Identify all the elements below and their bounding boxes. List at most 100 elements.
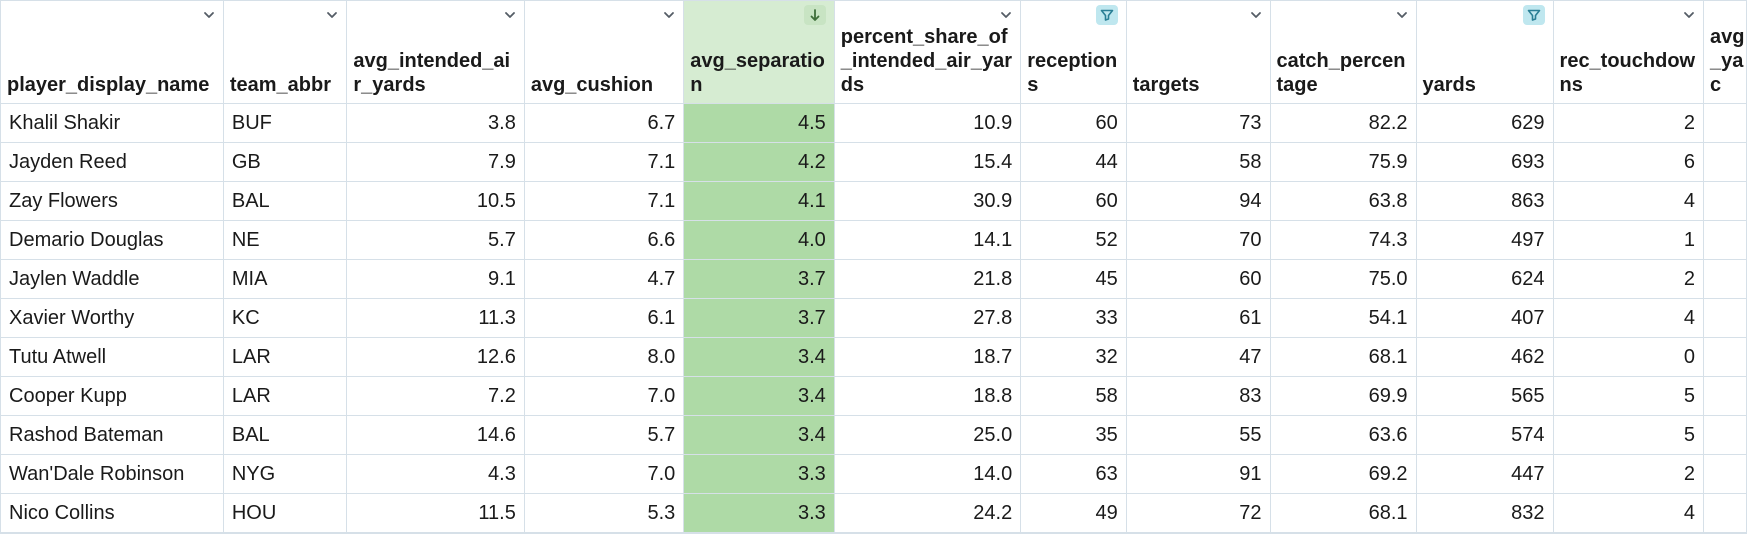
cell-player_display_name: Zay Flowers [1, 182, 223, 221]
column-header-player_display_name[interactable]: player_display_name [1, 1, 223, 104]
cell-catch_percentage: 74.3 [1270, 221, 1416, 260]
cell-avg_cushion: 5.7 [524, 416, 683, 455]
cell-percent_share_of_intended_air_yards: 30.9 [834, 182, 1020, 221]
table-row[interactable]: Jayden ReedGB7.97.14.215.4445875.96936 [1, 143, 1747, 182]
cell-avg_intended_air_yards: 14.6 [347, 416, 524, 455]
cell-team_abbr: MIA [223, 260, 347, 299]
table-row[interactable]: Wan'Dale RobinsonNYG4.37.03.314.0639169.… [1, 455, 1747, 494]
cell-rec_touchdowns: 1 [1553, 221, 1703, 260]
cell-avg_separation: 3.3 [684, 494, 834, 533]
cell-team_abbr: LAR [223, 377, 347, 416]
column-header-receptions[interactable]: receptions [1021, 1, 1127, 104]
column-header-yards[interactable]: yards [1416, 1, 1553, 104]
table-row[interactable]: Demario DouglasNE5.76.64.014.1527074.349… [1, 221, 1747, 260]
cell-catch_percentage: 54.1 [1270, 299, 1416, 338]
cell-avg_intended_air_yards: 7.2 [347, 377, 524, 416]
cell-avg_separation: 3.3 [684, 455, 834, 494]
cell-player_display_name: Rashod Bateman [1, 416, 223, 455]
cell-avg_yac [1704, 455, 1747, 494]
cell-receptions: 35 [1021, 416, 1127, 455]
cell-yards: 565 [1416, 377, 1553, 416]
column-header-label: rec_touchdowns [1560, 49, 1697, 97]
table-header-row: player_display_name team_abbr avg_intended… [1, 1, 1747, 104]
chevron-down-icon[interactable] [201, 7, 217, 23]
chevron-down-icon[interactable] [1248, 7, 1264, 23]
table-row[interactable]: Zay FlowersBAL10.57.14.130.9609463.88634 [1, 182, 1747, 221]
cell-percent_share_of_intended_air_yards: 15.4 [834, 143, 1020, 182]
column-header-label: team_abbr [230, 73, 341, 97]
column-header-team_abbr[interactable]: team_abbr [223, 1, 347, 104]
column-header-catch_percentage[interactable]: catch_percentage [1270, 1, 1416, 104]
column-header-avg_cushion[interactable]: avg_cushion [524, 1, 683, 104]
column-header-avg_yac[interactable]: avg_yac [1704, 1, 1747, 104]
cell-avg_cushion: 4.7 [524, 260, 683, 299]
chevron-down-icon[interactable] [1681, 7, 1697, 23]
column-header-targets[interactable]: targets [1126, 1, 1270, 104]
chevron-down-icon[interactable] [661, 7, 677, 23]
cell-catch_percentage: 69.2 [1270, 455, 1416, 494]
cell-avg_cushion: 7.1 [524, 143, 683, 182]
cell-catch_percentage: 63.8 [1270, 182, 1416, 221]
table-row[interactable]: Khalil ShakirBUF3.86.74.510.9607382.2629… [1, 104, 1747, 143]
cell-avg_cushion: 6.7 [524, 104, 683, 143]
table-row[interactable]: Tutu AtwellLAR12.68.03.418.7324768.14620 [1, 338, 1747, 377]
cell-avg_intended_air_yards: 9.1 [347, 260, 524, 299]
table-row[interactable]: Xavier WorthyKC11.36.13.727.8336154.1407… [1, 299, 1747, 338]
cell-targets: 58 [1126, 143, 1270, 182]
column-header-avg_intended_air_yards[interactable]: avg_intended_air_yards [347, 1, 524, 104]
chevron-down-icon[interactable] [998, 7, 1014, 23]
cell-targets: 70 [1126, 221, 1270, 260]
sort-desc-icon[interactable] [804, 5, 826, 25]
chevron-down-icon[interactable] [502, 7, 518, 23]
cell-avg_intended_air_yards: 4.3 [347, 455, 524, 494]
cell-player_display_name: Jaylen Waddle [1, 260, 223, 299]
cell-rec_touchdowns: 6 [1553, 143, 1703, 182]
filter-icon[interactable] [1096, 5, 1118, 25]
cell-catch_percentage: 75.9 [1270, 143, 1416, 182]
table-row[interactable]: Jaylen WaddleMIA9.14.73.721.8456075.0624… [1, 260, 1747, 299]
cell-receptions: 60 [1021, 104, 1127, 143]
column-header-label: avg_intended_air_yards [353, 49, 517, 97]
cell-percent_share_of_intended_air_yards: 27.8 [834, 299, 1020, 338]
column-header-rec_touchdowns[interactable]: rec_touchdowns [1553, 1, 1703, 104]
cell-player_display_name: Wan'Dale Robinson [1, 455, 223, 494]
cell-avg_yac [1704, 182, 1747, 221]
cell-avg_intended_air_yards: 3.8 [347, 104, 524, 143]
cell-receptions: 52 [1021, 221, 1127, 260]
column-header-avg_separation[interactable]: avg_separation [684, 1, 834, 104]
filter-icon[interactable] [1523, 5, 1545, 25]
table-row[interactable]: Nico CollinsHOU11.55.33.324.2497268.1832… [1, 494, 1747, 533]
cell-team_abbr: NYG [223, 455, 347, 494]
chevron-down-icon[interactable] [324, 7, 340, 23]
cell-percent_share_of_intended_air_yards: 18.8 [834, 377, 1020, 416]
cell-player_display_name: Khalil Shakir [1, 104, 223, 143]
cell-rec_touchdowns: 2 [1553, 260, 1703, 299]
cell-receptions: 33 [1021, 299, 1127, 338]
cell-avg_yac [1704, 104, 1747, 143]
cell-avg_separation: 4.2 [684, 143, 834, 182]
cell-percent_share_of_intended_air_yards: 21.8 [834, 260, 1020, 299]
cell-rec_touchdowns: 2 [1553, 104, 1703, 143]
cell-percent_share_of_intended_air_yards: 18.7 [834, 338, 1020, 377]
cell-targets: 94 [1126, 182, 1270, 221]
cell-avg_separation: 4.1 [684, 182, 834, 221]
cell-yards: 447 [1416, 455, 1553, 494]
cell-avg_separation: 3.4 [684, 338, 834, 377]
cell-avg_intended_air_yards: 11.3 [347, 299, 524, 338]
table-row[interactable]: Rashod BatemanBAL14.65.73.425.0355563.65… [1, 416, 1747, 455]
column-header-percent_share_of_intended_air_yards[interactable]: percent_share_of_intended_air_yards [834, 1, 1020, 104]
cell-percent_share_of_intended_air_yards: 25.0 [834, 416, 1020, 455]
cell-player_display_name: Tutu Atwell [1, 338, 223, 377]
cell-rec_touchdowns: 2 [1553, 455, 1703, 494]
cell-receptions: 58 [1021, 377, 1127, 416]
cell-avg_cushion: 5.3 [524, 494, 683, 533]
data-table-wrapper: player_display_name team_abbr avg_intended… [0, 0, 1747, 534]
column-header-label: targets [1133, 73, 1264, 97]
cell-avg_separation: 4.5 [684, 104, 834, 143]
cell-yards: 574 [1416, 416, 1553, 455]
table-row[interactable]: Cooper KuppLAR7.27.03.418.8588369.95655 [1, 377, 1747, 416]
column-header-label: avg_separation [690, 49, 827, 97]
cell-avg_cushion: 7.0 [524, 455, 683, 494]
cell-avg_separation: 3.4 [684, 416, 834, 455]
chevron-down-icon[interactable] [1394, 7, 1410, 23]
